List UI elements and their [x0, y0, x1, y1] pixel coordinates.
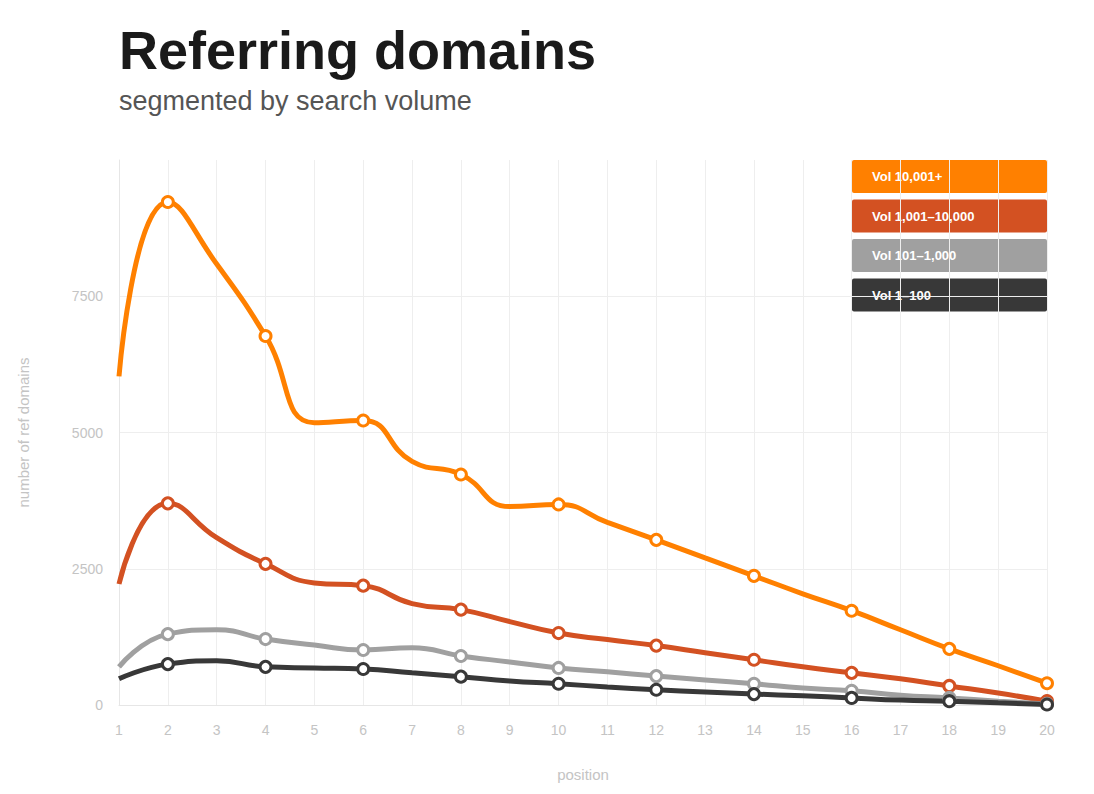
- svg-text:7: 7: [408, 722, 416, 738]
- svg-text:Vol 1–100: Vol 1–100: [872, 288, 931, 303]
- svg-text:1: 1: [115, 722, 123, 738]
- svg-text:18: 18: [942, 722, 958, 738]
- svg-text:11: 11: [600, 722, 615, 738]
- svg-text:Referring domains: Referring domains: [119, 20, 596, 80]
- svg-text:8: 8: [457, 722, 465, 738]
- svg-text:13: 13: [697, 722, 713, 738]
- svg-text:3: 3: [213, 722, 221, 738]
- svg-text:Vol 1,001–10,000: Vol 1,001–10,000: [872, 209, 974, 224]
- svg-text:9: 9: [506, 722, 514, 738]
- svg-text:number of ref domains: number of ref domains: [15, 357, 32, 507]
- svg-text:19: 19: [990, 722, 1006, 738]
- svg-text:0: 0: [95, 697, 103, 713]
- svg-text:15: 15: [795, 722, 811, 738]
- svg-text:6: 6: [359, 722, 367, 738]
- svg-text:10: 10: [551, 722, 567, 738]
- svg-text:position: position: [557, 766, 609, 783]
- svg-text:Vol 10,001+: Vol 10,001+: [872, 169, 943, 184]
- svg-text:12: 12: [648, 722, 664, 738]
- svg-text:Vol 101–1,000: Vol 101–1,000: [872, 248, 956, 263]
- svg-text:2: 2: [164, 722, 172, 738]
- svg-text:2500: 2500: [72, 561, 103, 577]
- svg-text:segmented by search volume: segmented by search volume: [119, 86, 472, 116]
- svg-text:16: 16: [844, 722, 860, 738]
- svg-text:5000: 5000: [72, 425, 103, 441]
- svg-text:20: 20: [1039, 722, 1055, 738]
- svg-text:14: 14: [746, 722, 762, 738]
- svg-text:5: 5: [310, 722, 318, 738]
- svg-text:4: 4: [262, 722, 270, 738]
- svg-text:7500: 7500: [72, 288, 103, 304]
- svg-text:17: 17: [893, 722, 909, 738]
